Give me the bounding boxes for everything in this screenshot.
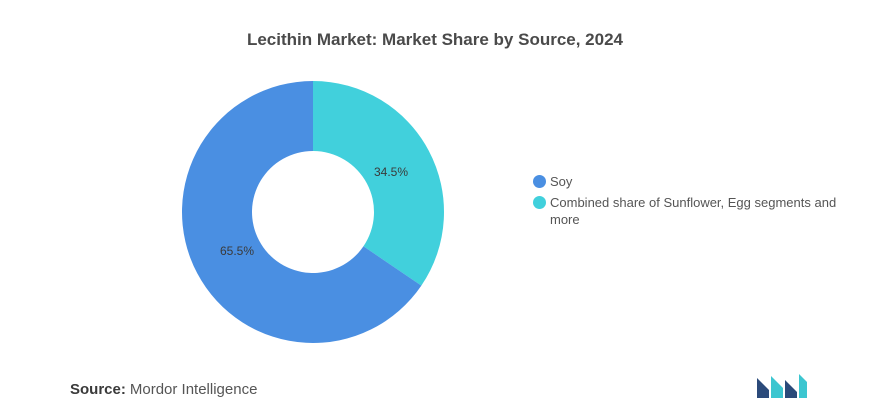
source-value: Mordor Intelligence bbox=[129, 381, 258, 398]
legend-swatch-soy bbox=[533, 175, 546, 188]
source-key: Source: bbox=[70, 381, 126, 398]
donut-slices bbox=[182, 81, 445, 343]
slice-soy bbox=[182, 81, 422, 343]
legend-swatch-combined bbox=[533, 196, 546, 209]
slice-label-combined: 34.5% bbox=[374, 165, 408, 179]
slice-label-soy: 65.5% bbox=[220, 244, 254, 258]
legend-label-combined: Combined share of Sunflower, Egg segment… bbox=[550, 195, 837, 227]
legend-item-combined: Combined share of Sunflower, Egg segment… bbox=[533, 194, 843, 228]
legend-item-soy: Soy bbox=[533, 173, 843, 190]
slice-combined bbox=[313, 81, 445, 286]
mordor-intelligence-logo-icon bbox=[757, 374, 807, 398]
source-line: Source: Mordor Intelligence bbox=[70, 381, 257, 398]
donut-labels: 34.5% 65.5% bbox=[220, 165, 408, 258]
chart-title: Lecithin Market: Market Share by Source,… bbox=[246, 30, 624, 49]
legend-label-soy: Soy bbox=[550, 174, 573, 189]
legend: Soy Combined share of Sunflower, Egg seg… bbox=[533, 173, 843, 232]
